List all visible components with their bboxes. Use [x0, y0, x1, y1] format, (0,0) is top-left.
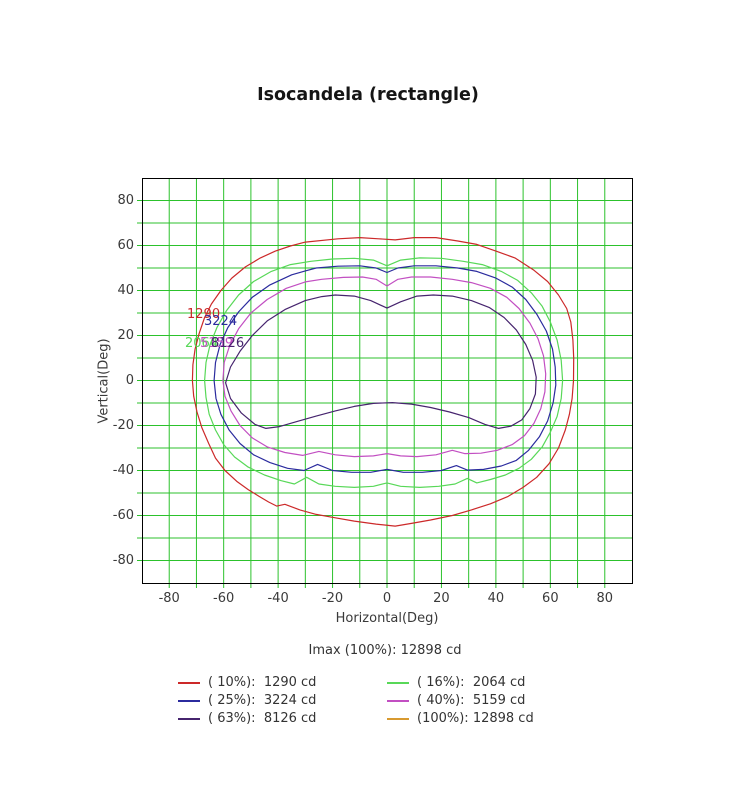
legend-item-10pct: ( 10%): 1290 cd	[178, 675, 387, 693]
legend: ( 10%): 1290 cd ( 16%): 2064 cd ( 25%): 32…	[178, 675, 534, 729]
x-tick-label: 0	[382, 591, 392, 606]
legend-label: (100%): 12898 cd	[417, 711, 534, 726]
y-axis-title: Vertical(Deg)	[96, 338, 112, 424]
legend-swatch-25pct	[178, 700, 200, 702]
y-tick-label: 60	[117, 237, 134, 253]
y-tick-label: -80	[112, 552, 134, 568]
legend-swatch-16pct	[387, 682, 409, 684]
legend-label: ( 10%): 1290 cd	[208, 675, 317, 690]
legend-swatch-40pct	[387, 700, 409, 702]
y-tick-label: -40	[112, 462, 134, 478]
legend-item-63pct: ( 63%): 8126 cd	[178, 711, 387, 729]
legend-swatch-10pct	[178, 682, 200, 684]
x-tick-label: 80	[596, 591, 614, 606]
y-tick-label: -20	[112, 417, 134, 433]
legend-label: ( 25%): 3224 cd	[208, 693, 317, 708]
legend-label: ( 40%): 5159 cd	[417, 693, 526, 708]
legend-swatch-100pct	[387, 718, 409, 720]
y-tick-label: 40	[117, 282, 134, 298]
x-tick-label: -80	[158, 591, 180, 606]
x-tick-label: 20	[433, 591, 450, 606]
contour-value-label: 5159	[200, 336, 234, 351]
legend-item-25pct: ( 25%): 3224 cd	[178, 693, 387, 711]
contour-16pct	[204, 257, 564, 488]
y-tick-label: 20	[117, 327, 134, 343]
legend-item-16pct: ( 16%): 2064 cd	[387, 675, 534, 693]
isocandela-contours	[191, 237, 575, 527]
contour-value-label: 3224	[204, 314, 238, 329]
plot-frame	[142, 178, 633, 584]
legend-label: ( 16%): 2064 cd	[417, 675, 526, 690]
legend-item-40pct: ( 40%): 5159 cd	[387, 693, 534, 711]
y-tick-label: 80	[117, 192, 134, 208]
contour-value-label: 8126	[211, 336, 245, 351]
legend-swatch-63pct	[178, 718, 200, 720]
imax-caption: Imax (100%): 12898 cd	[308, 643, 462, 658]
legend-item-100pct: (100%): 12898 cd	[387, 711, 534, 729]
contour-40pct	[222, 276, 547, 458]
y-tick-label: 0	[125, 372, 134, 388]
x-tick-label: -40	[267, 591, 289, 606]
x-tick-label: 40	[487, 591, 505, 606]
axis-tick-marks	[137, 200, 606, 588]
plot-border	[142, 178, 633, 584]
y-tick-label: -60	[112, 507, 134, 523]
chart-title: Isocandela (rectangle)	[257, 85, 479, 105]
legend-label: ( 63%): 8126 cd	[208, 711, 317, 726]
x-tick-label: -20	[321, 591, 344, 606]
contour-10pct	[191, 237, 575, 527]
contour-25pct	[213, 265, 557, 473]
x-tick-label: 60	[542, 591, 559, 606]
x-axis-title: Horizontal(Deg)	[335, 611, 439, 626]
contour-value-label: 1290	[187, 307, 221, 322]
contour-63pct	[225, 294, 537, 429]
contour-value-label: 2064	[185, 336, 219, 351]
x-tick-label: -60	[213, 591, 235, 606]
